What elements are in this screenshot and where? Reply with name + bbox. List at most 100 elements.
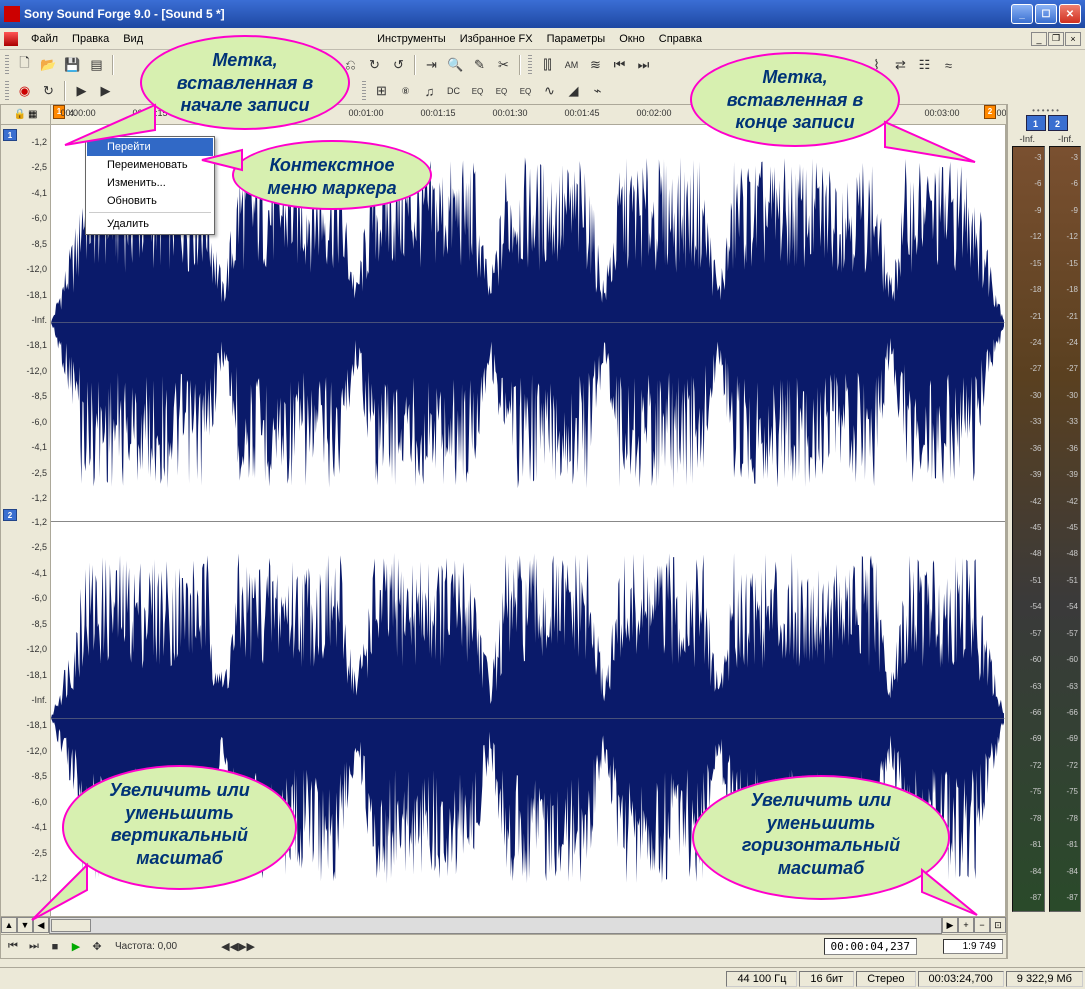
goto-start-button[interactable]: ⏮ <box>4 938 22 956</box>
ctx-edit[interactable]: Изменить... <box>87 174 213 192</box>
time-display[interactable]: 00:00:04,237 <box>824 938 917 955</box>
saveas-button[interactable]: ▤ <box>85 54 108 77</box>
tool-btn-17[interactable]: ≈ <box>937 54 960 77</box>
doc-close-button[interactable]: × <box>1065 32 1081 46</box>
menu-file[interactable]: Файл <box>24 31 65 47</box>
meter-tick: -33 <box>1030 417 1042 426</box>
menu-window[interactable]: Окно <box>612 31 652 47</box>
db-label: -1,2 <box>31 517 47 527</box>
minimize-button[interactable]: _ <box>1011 4 1033 24</box>
vzoom-in-button[interactable]: ▲ <box>1 917 17 933</box>
fx-btn-7[interactable]: ∿ <box>538 80 561 103</box>
stop-button[interactable]: ■ <box>46 938 64 956</box>
db-label: -6,0 <box>31 417 47 427</box>
tool-btn-am[interactable]: AM <box>560 54 583 77</box>
status-channels: Стерео <box>856 971 915 987</box>
loop-button[interactable]: ↻ <box>37 80 60 103</box>
db-label: -8,5 <box>31 391 47 401</box>
play2-button[interactable]: ▶ <box>94 80 117 103</box>
overview-icon[interactable]: ▦ <box>28 109 37 120</box>
tool-btn-11[interactable]: ⏭ <box>632 54 655 77</box>
document-icon <box>4 32 18 46</box>
save-button[interactable]: 💾 <box>61 54 84 77</box>
horizontal-scrollbar: ▲ ▼ ◀ ▶ + − ⊡ <box>1 916 1006 934</box>
meter-tick: -81 <box>1066 840 1078 849</box>
fx-btn-8[interactable]: ◢ <box>562 80 585 103</box>
hzoom-fit-button[interactable]: ⊡ <box>990 917 1006 933</box>
db-label: -12,0 <box>26 264 47 274</box>
ruler-tick: 00:03:00 <box>924 108 959 118</box>
db-label: -6,0 <box>31 593 47 603</box>
meter-tick: -69 <box>1066 734 1078 743</box>
status-duration: 00:03:24,700 <box>918 971 1004 987</box>
menu-tools[interactable]: Инструменты <box>370 31 453 47</box>
fx-btn-2[interactable]: ⑧ <box>394 80 417 103</box>
play-transport-button[interactable]: ▶ <box>67 938 85 956</box>
fx-btn-5[interactable]: EQ <box>490 80 513 103</box>
goto-end-button[interactable]: ⏭ <box>25 938 43 956</box>
tool-btn-16[interactable]: ☷ <box>913 54 936 77</box>
ctx-rename[interactable]: Переименовать <box>87 156 213 174</box>
tool-btn-3[interactable]: ↺ <box>387 54 410 77</box>
meter-tick: -39 <box>1066 470 1078 479</box>
fx-btn-3[interactable]: ♫ <box>418 80 441 103</box>
channel-1-label[interactable]: 1 <box>3 129 17 141</box>
tool-btn-2[interactable]: ↻ <box>363 54 386 77</box>
zoom-ratio[interactable]: 1:9 749 <box>943 939 1003 954</box>
tool-btn-4[interactable]: ⇥ <box>420 54 443 77</box>
doc-restore-button[interactable]: ❐ <box>1048 32 1064 46</box>
ctx-delete[interactable]: Удалить <box>87 215 213 233</box>
menu-options[interactable]: Параметры <box>540 31 613 47</box>
fx-btn-dc[interactable]: DC <box>442 80 465 103</box>
db-label: -Inf. <box>31 315 47 325</box>
statusbar: 44 100 Гц 16 бит Стерео 00:03:24,700 9 3… <box>0 967 1085 989</box>
ctx-update[interactable]: Обновить <box>87 192 213 210</box>
meter-tick: -12 <box>1030 232 1042 241</box>
meter-tick: -15 <box>1030 259 1042 268</box>
db-label: -2,5 <box>31 162 47 172</box>
channel-2-label[interactable]: 2 <box>3 509 17 521</box>
db-scale: 1 2 -1,2 -2,5 -4,1 -6,0 -8,5 -12,0 -18,1 -Inf. -… <box>1 125 51 916</box>
meter-tick: -30 <box>1030 391 1042 400</box>
close-button[interactable]: ✕ <box>1059 4 1081 24</box>
tool-btn-8[interactable]: ⫿⫿ <box>536 54 559 77</box>
meter-tick: -45 <box>1066 523 1078 532</box>
record-button[interactable]: ◉ <box>13 80 36 103</box>
open-button[interactable]: 📂 <box>37 54 60 77</box>
play-button[interactable]: ▶ <box>70 80 93 103</box>
new-button[interactable]: 🗋 <box>13 54 36 77</box>
fx-btn-1[interactable]: ⊞ <box>370 80 393 103</box>
meter-ch1-tab[interactable]: 1 <box>1026 115 1046 131</box>
status-filesize: 9 322,9 Мб <box>1006 971 1083 987</box>
marker-2[interactable]: 2 <box>984 105 996 119</box>
fx-btn-6[interactable]: EQ <box>514 80 537 103</box>
tool-btn-5[interactable]: 🔍 <box>444 54 467 77</box>
frequency-display: Частота: 0,00 <box>109 941 183 952</box>
doc-minimize-button[interactable]: _ <box>1031 32 1047 46</box>
meter-tick: -24 <box>1066 338 1078 347</box>
tool-btn-9[interactable]: ≋ <box>584 54 607 77</box>
scroll-track[interactable] <box>49 917 942 934</box>
menu-fx[interactable]: Избранное FX <box>453 31 540 47</box>
meter-tick: -3 <box>1071 153 1078 162</box>
shuttle-control[interactable]: ◀◀▶▶ <box>229 938 247 956</box>
db-label: -12,0 <box>26 366 47 376</box>
scrub-button[interactable]: ✥ <box>88 938 106 956</box>
db-label: -4,1 <box>31 188 47 198</box>
db-label: -6,0 <box>31 797 47 807</box>
fx-btn-4[interactable]: EQ <box>466 80 489 103</box>
meter-ch2-tab[interactable]: 2 <box>1048 115 1068 131</box>
meter-grip: •••••• <box>1010 106 1083 115</box>
tool-btn-6[interactable]: ✎ <box>468 54 491 77</box>
tool-btn-10[interactable]: ⏮ <box>608 54 631 77</box>
vzoom-out-button[interactable]: ▼ <box>17 917 33 933</box>
tool-btn-7[interactable]: ✂ <box>492 54 515 77</box>
meter-tick: -51 <box>1066 576 1078 585</box>
db-label: -12,0 <box>26 644 47 654</box>
menu-help[interactable]: Справка <box>652 31 709 47</box>
maximize-button[interactable]: ☐ <box>1035 4 1057 24</box>
lock-icon[interactable]: 🔒 <box>14 109 26 120</box>
menu-edit[interactable]: Правка <box>65 31 116 47</box>
db-label: -18,1 <box>26 290 47 300</box>
fx-btn-9[interactable]: ⌁ <box>586 80 609 103</box>
